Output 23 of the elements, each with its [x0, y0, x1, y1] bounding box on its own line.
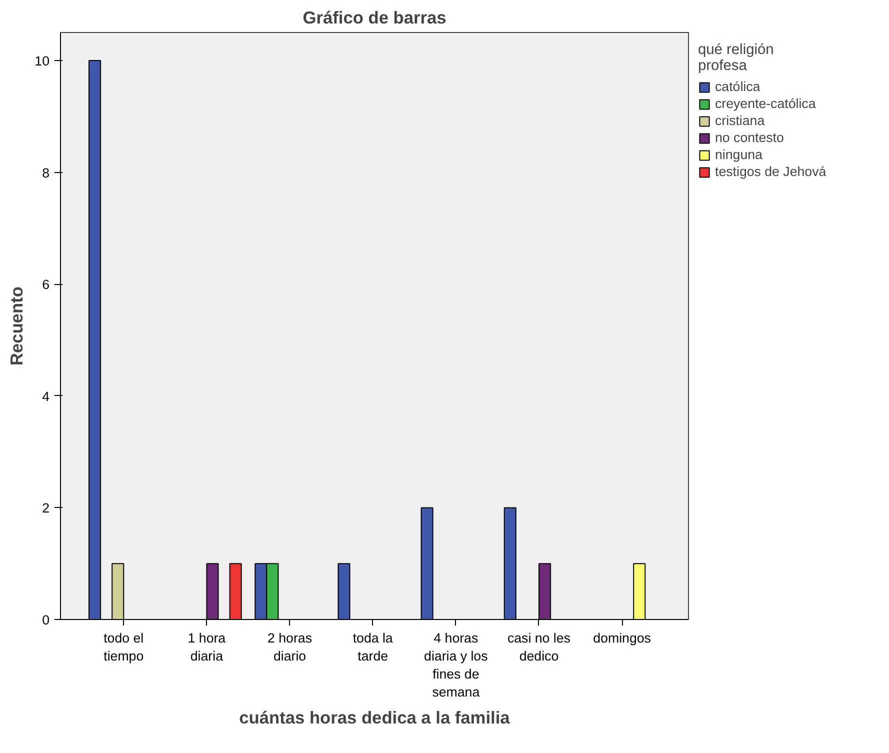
x-tick-label: 4 horas diaria y los fines de semana	[424, 630, 488, 700]
legend-label: católica	[715, 79, 760, 94]
y-axis-title: Recuento	[6, 286, 27, 366]
legend-label: cristiana	[715, 113, 765, 128]
legend-title: qué religión profesa	[698, 42, 775, 74]
y-tick-label: 8	[42, 165, 50, 180]
x-tick-label: toda la tarde	[352, 630, 394, 664]
legend-label: ninguna	[715, 147, 762, 162]
chart-title: Gráfico de barras	[302, 8, 446, 28]
y-tick-label: 0	[42, 612, 50, 628]
x-tick-label: casi no les dedico	[507, 630, 571, 664]
y-tick-label: 10	[34, 53, 50, 68]
x-tick-label: 2 horas diario	[268, 630, 312, 664]
y-tick-label: 4	[42, 388, 50, 404]
x-tick-label: 1 hora diaria	[188, 630, 226, 664]
x-tick-label: todo el tiempo	[104, 630, 144, 664]
legend-label: creyente-católica	[715, 96, 816, 111]
x-tick-label: domingos	[593, 630, 652, 646]
y-tick-label: 2	[42, 500, 50, 516]
x-axis-title: cuántas horas dedica a la familia	[239, 708, 510, 728]
y-tick-label: 6	[42, 277, 50, 292]
legend-label: testigos de Jehová	[715, 164, 826, 179]
legend-label: no contesto	[715, 130, 784, 145]
